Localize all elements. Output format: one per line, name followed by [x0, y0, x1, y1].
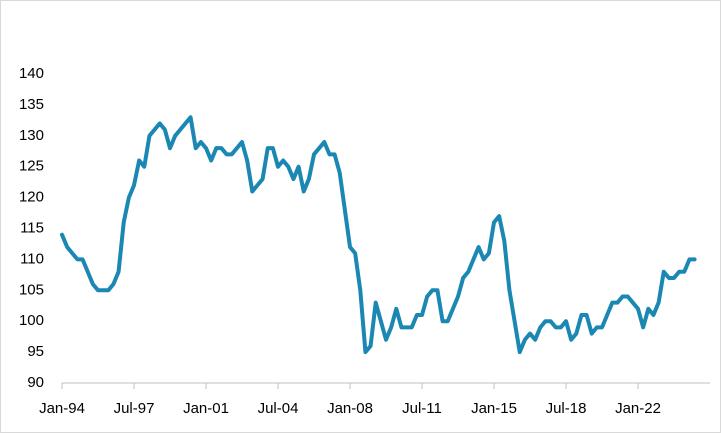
y-tick-label: 140 [19, 65, 44, 82]
y-tick-label: 120 [19, 189, 44, 206]
y-tick-label: 90 [27, 374, 44, 391]
y-tick-label: 110 [20, 250, 44, 267]
x-tick-label: Jan-15 [471, 400, 517, 417]
y-tick-label: 100 [19, 312, 44, 329]
x-tick-label: Jul-11 [402, 400, 442, 417]
x-tick-label: Jul-97 [114, 400, 155, 417]
data-line [60, 115, 697, 355]
y-tick-label: 95 [27, 343, 44, 360]
x-tick-label: Jul-18 [546, 400, 587, 417]
y-tick-label: 130 [19, 127, 44, 144]
y-tick-label: 125 [19, 158, 44, 175]
x-tick-label: Jan-22 [615, 400, 661, 417]
y-tick-label: 105 [19, 281, 44, 298]
y-tick-label: 135 [19, 96, 44, 113]
x-tick-label: Jan-08 [327, 400, 373, 417]
x-tick-label: Jan-94 [39, 400, 85, 417]
x-tick-label: Jul-04 [258, 400, 299, 417]
x-tick-label: Jan-01 [183, 400, 229, 417]
y-tick-label: 115 [20, 219, 44, 236]
